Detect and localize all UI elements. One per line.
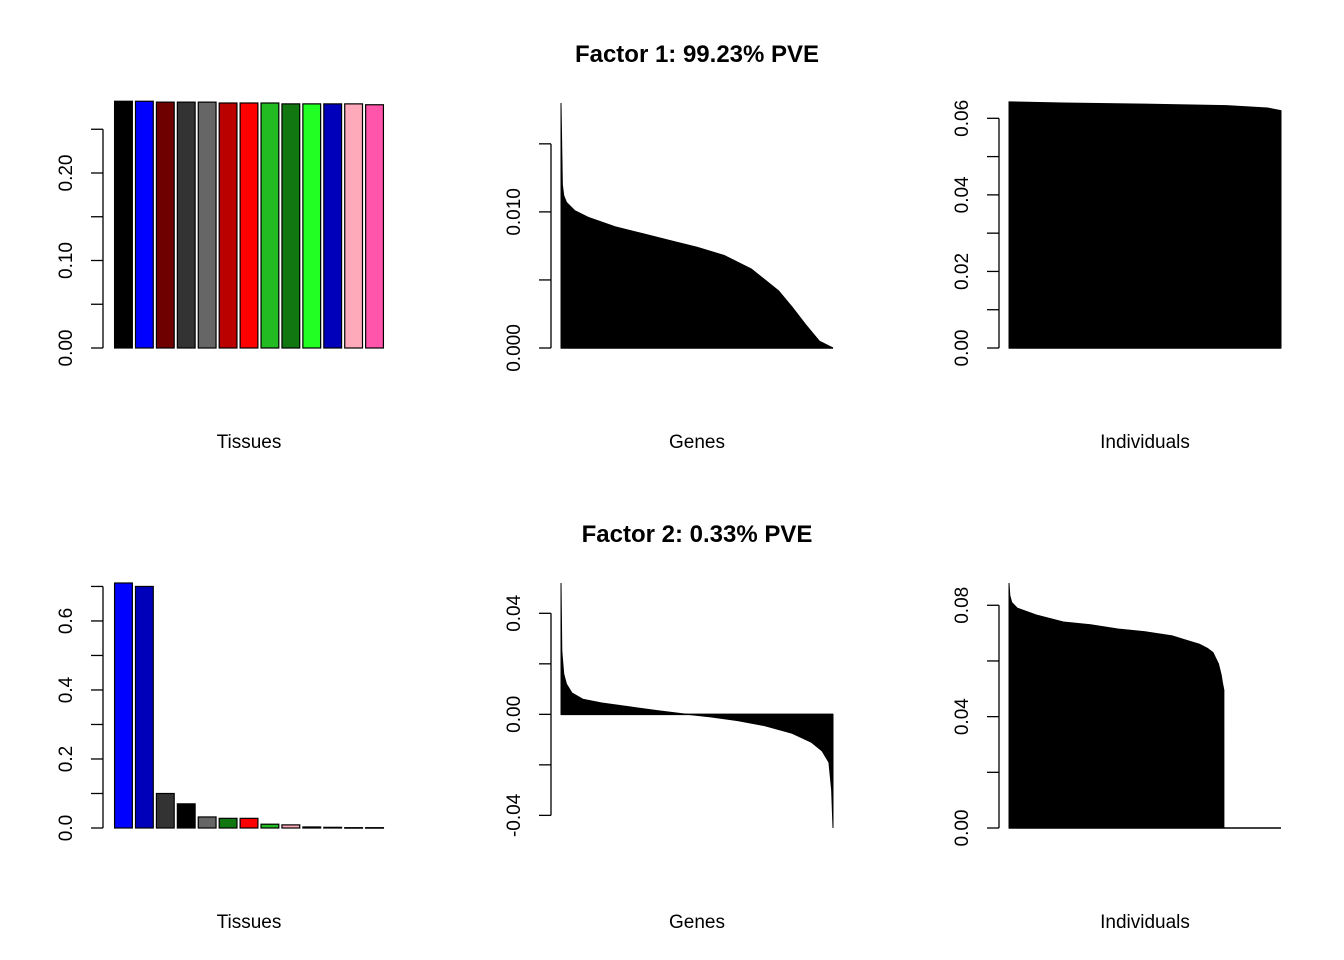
factor-2-genes-panel: Genes -0.04 0.00 0.04 [504,582,834,933]
tissue-bar [239,817,259,829]
y-tick-label: 0.4 [56,676,77,703]
x-axis-label: Tissues [217,912,282,933]
y-tick-label: 0.02 [952,253,973,290]
y-tick-label: 0.04 [504,594,525,631]
tissue-bar [113,100,133,349]
factor-2-tissues-panel: Tissues 0.0 0.2 0.4 0.6 [56,582,385,933]
y-tick-label: 0.04 [952,176,973,213]
factor-1-individuals-panel: Individuals 0.00 0.02 0.04 0.06 [952,100,1282,453]
y-tick-label: 0.6 [56,608,77,634]
tissue-bar [176,101,196,349]
tissue-bar [197,816,217,829]
y-tick-label: 0.000 [504,324,525,372]
loading-area [1008,582,1281,829]
tissue-bar [239,102,259,349]
factor-1-genes-panel: Genes 0.000 0.010 [504,102,834,453]
y-tick-label: 0.00 [56,330,77,367]
loading-area [560,582,834,829]
tissue-bar [281,103,301,349]
tissue-bar [155,792,175,829]
tissue-bar [134,585,154,829]
tissue-bar [365,104,385,349]
x-axis-label: Genes [669,432,725,453]
tissue-bar [197,101,217,349]
y-tick-label: 0.08 [952,587,973,624]
tissue-bar [218,817,238,829]
y-tick-label: 0.00 [952,810,973,847]
loading-area [560,102,834,349]
tissue-bar [323,826,343,829]
factor-2-title: Factor 2: 0.33% PVE [582,521,813,548]
y-tick-label: 0.04 [952,698,973,735]
tissue-bar [323,103,343,349]
tissue-bar [176,803,196,829]
tissue-bar [260,102,280,349]
tissue-bar [344,103,364,349]
tissue-bar [113,582,133,829]
tissue-bar [218,102,238,349]
loading-area [1008,101,1282,349]
x-axis-label: Tissues [217,432,282,453]
factor-1-tissues-panel: Tissues 0.00 0.10 0.20 [56,100,385,453]
tissue-bar [155,101,175,349]
x-axis-label: Genes [669,912,725,933]
x-axis-label: Individuals [1100,912,1190,933]
tissue-bar [344,827,364,829]
x-axis-label: Individuals [1100,432,1190,453]
tissue-bar [302,826,322,829]
tissue-bar [365,827,385,829]
factor-1-title: Factor 1: 99.23% PVE [575,41,819,68]
y-tick-label: 0.00 [952,330,973,367]
y-tick-label: 0.06 [952,100,973,137]
y-tick-label: 0.10 [56,242,77,279]
tissue-bar [302,103,322,349]
y-tick-label: 0.2 [56,746,77,772]
y-tick-label: 0.20 [56,155,77,192]
factor-2-individuals-panel: Individuals 0.00 0.04 0.08 [952,582,1281,933]
y-tick-label: 0.0 [56,815,77,841]
y-tick-label: 0.010 [504,188,525,236]
tissue-bar [134,100,154,349]
y-tick-label: 0.00 [504,696,525,733]
tissue-bar [281,824,301,829]
y-tick-label: -0.04 [504,793,525,837]
tissue-bar [260,823,280,829]
